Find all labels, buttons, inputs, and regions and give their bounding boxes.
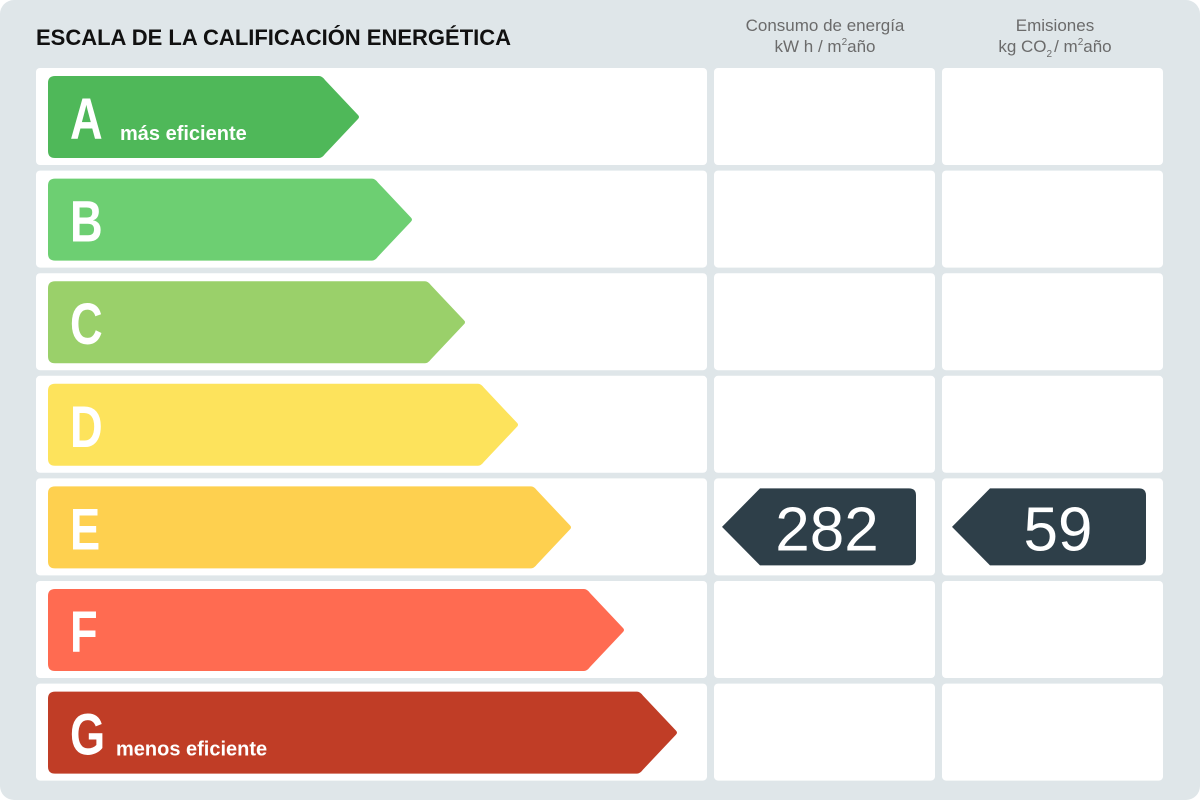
- emissions-cell: [942, 581, 1163, 678]
- energy-cell: [714, 68, 935, 165]
- grade-arrow: [48, 486, 571, 569]
- grade-arrow: [48, 383, 518, 466]
- unit-sub: 2: [1047, 49, 1053, 60]
- grade-arrow: [48, 178, 412, 261]
- grade-letter: B: [70, 190, 103, 255]
- emissions-cell: [942, 68, 1163, 165]
- emissions-cell: [942, 170, 1163, 268]
- unit-text: kW h / m: [775, 37, 842, 56]
- emissions-badge: [952, 488, 1146, 566]
- unit-text: / m: [1054, 37, 1078, 56]
- grade-arrow: [48, 76, 359, 158]
- grade-arrow: [48, 281, 465, 364]
- grade-note: más eficiente: [120, 123, 247, 145]
- grade-note: menos eficiente: [116, 739, 267, 761]
- emissions-cell: [942, 273, 1163, 371]
- title: ESCALA DE LA CALIFICACIÓN ENERGÉTICA: [36, 25, 511, 50]
- grade-letter: E: [70, 498, 100, 563]
- unit-sup: 2: [1078, 37, 1084, 48]
- emissions-cell: [942, 375, 1163, 473]
- energy-cell: [714, 581, 935, 678]
- energy-badge: [722, 488, 916, 566]
- unit-text: kg CO: [998, 37, 1046, 56]
- unit-text: año: [1083, 37, 1111, 56]
- energy-unit: kW h / m2año: [775, 37, 876, 56]
- energy-cell: [714, 375, 935, 473]
- grade-arrow: [48, 589, 624, 671]
- unit-text: año: [847, 37, 875, 56]
- grade-letter: A: [70, 88, 103, 153]
- emissions-unit: kg CO2/ m2año: [998, 37, 1111, 60]
- energy-value: 282: [775, 495, 878, 564]
- emissions-heading: Emisiones: [1016, 16, 1094, 35]
- energy-heading: Consumo de energía: [746, 16, 905, 35]
- emissions-value: 59: [1024, 495, 1093, 564]
- energy-cell: [714, 683, 935, 781]
- grade-letter: C: [70, 293, 103, 358]
- emissions-cell: [942, 683, 1163, 781]
- grade-letter: D: [70, 396, 103, 461]
- grade-letter: F: [70, 601, 98, 666]
- energy-cell: [714, 273, 935, 371]
- unit-sup: 2: [842, 37, 848, 48]
- energy-cell: [714, 170, 935, 268]
- grade-arrow: [48, 691, 677, 774]
- grade-letter: G: [70, 703, 105, 768]
